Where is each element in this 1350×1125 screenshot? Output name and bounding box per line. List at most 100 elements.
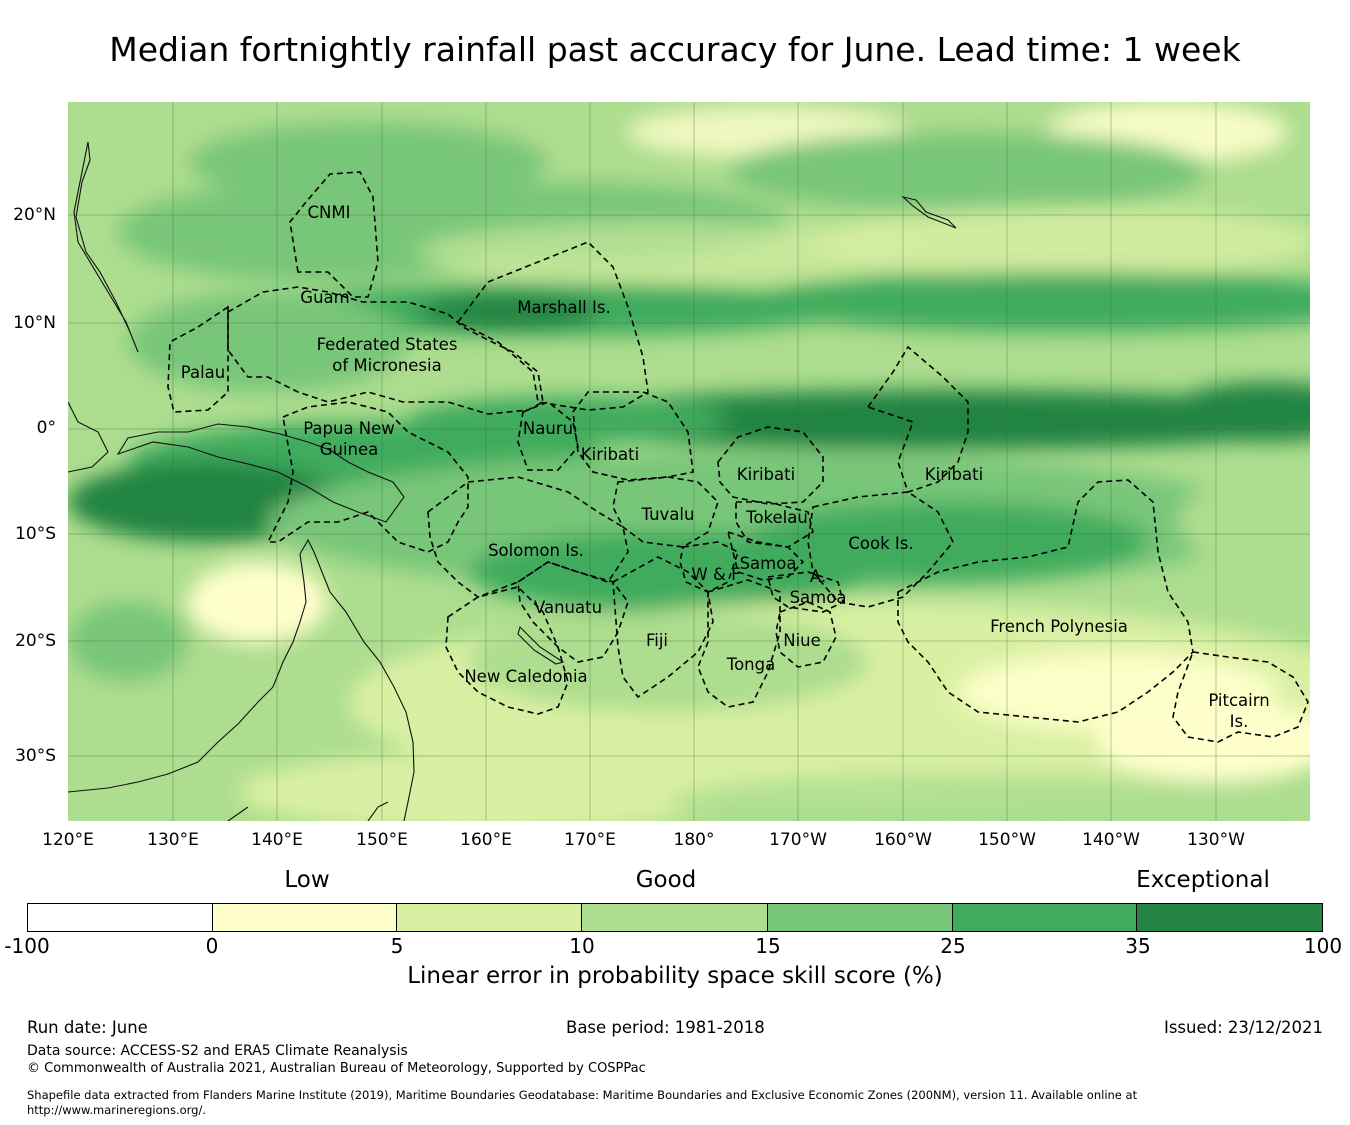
colorbar-tick: 35 — [1125, 934, 1151, 958]
region-label-fiji: Fiji — [645, 631, 669, 650]
field-patch — [188, 562, 328, 642]
colorbar-tick: 10 — [569, 934, 595, 958]
base-period: Base period: 1981-2018 — [566, 1018, 765, 1037]
lon-label: 170°E — [564, 830, 616, 850]
data-source: Data source: ACCESS-S2 and ERA5 Climate … — [27, 1043, 408, 1059]
tuvalu-eez — [612, 476, 719, 548]
field-patch — [1098, 702, 1310, 782]
chart-title: Median fortnightly rainfall past accurac… — [109, 30, 1241, 69]
issued-date: Issued: 23/12/2021 — [1163, 1018, 1323, 1037]
shapefile-credit: Shapefile data extracted from Flanders M… — [27, 1088, 1138, 1102]
colorbar-label: Linear error in probability space skill … — [407, 963, 943, 989]
region-label-kiribati-gilbert: Kiribati — [580, 445, 640, 464]
region-label-guam: Guam — [300, 288, 350, 307]
colorbar-tick: 25 — [940, 934, 966, 958]
colorbar-tick: -100 — [4, 934, 50, 958]
new-guinea-coast — [116, 423, 405, 523]
region-label-niue: Niue — [783, 631, 821, 650]
fiji-eez — [612, 556, 714, 699]
legend-category-low: Low — [284, 867, 330, 893]
lon-label: 140°W — [1082, 830, 1140, 850]
lon-label: 130°E — [147, 830, 199, 850]
nauru-eez — [517, 401, 579, 471]
colorbar-tick: 0 — [205, 934, 219, 958]
colorbar-tick: 100 — [1303, 934, 1343, 958]
colorbar-tick: 5 — [390, 934, 404, 958]
colorbar-segment — [397, 904, 583, 931]
fsm-eez — [227, 286, 544, 415]
field-patch — [818, 207, 1310, 277]
colorbar-segment — [28, 904, 213, 931]
region-label-cnmi: CNMI — [307, 203, 351, 222]
field-patch — [418, 222, 918, 282]
lon-label: 160°E — [460, 830, 512, 850]
field-patch — [668, 772, 1268, 821]
asamoa-eez — [767, 571, 844, 613]
legend-category-exceptional: Exceptional — [1136, 867, 1270, 893]
eez-boundaries — [167, 171, 1309, 743]
tokelau-eez — [735, 501, 814, 548]
shapefile-url: http://www.marineregions.org/. — [27, 1103, 206, 1117]
field-patch — [468, 612, 868, 712]
field-patch — [518, 390, 1310, 450]
lon-label: 150°W — [978, 830, 1036, 850]
region-label-kiribati-phoenix: Kiribati — [736, 465, 796, 484]
cnmi-eez — [289, 171, 379, 298]
skill-field — [68, 102, 1310, 821]
colorbar-segment — [767, 904, 953, 931]
lon-label: 120°E — [42, 830, 94, 850]
field-patch — [468, 532, 868, 612]
field-patch — [128, 292, 408, 392]
region-label-french-polynesia: French Polynesia — [990, 617, 1128, 636]
lon-label: 170°W — [769, 830, 827, 850]
colorbar-segment — [1137, 904, 1323, 931]
colorbar-segment — [582, 904, 768, 931]
field-patch — [418, 294, 598, 330]
region-label-pitcairn: Pitcairn Is. — [1208, 691, 1270, 731]
lat-label: 10°S — [15, 524, 56, 544]
run-date: Run date: June — [27, 1018, 148, 1037]
new-caledonia-coast — [517, 625, 565, 665]
field-patch — [1178, 482, 1310, 562]
colorbar-tick: 15 — [755, 934, 781, 958]
palau-eez — [167, 305, 229, 413]
region-label-fsm: Federated States of Micronesia — [316, 335, 458, 375]
field-patch — [188, 122, 548, 202]
region-label-kiribati-line: Kiribati — [924, 465, 984, 484]
region-label-samoa: Samoa — [739, 554, 797, 573]
lat-label: 20°N — [13, 205, 56, 225]
region-label-nauru: Nauru — [522, 419, 574, 438]
lon-label: 140°E — [251, 830, 303, 850]
french-polynesia-eez — [897, 479, 1194, 723]
png-eez — [266, 401, 469, 553]
region-label-cook: Cook Is. — [848, 534, 914, 553]
map-canvas — [68, 102, 1310, 821]
field-patch — [118, 182, 518, 282]
lat-label: 30°S — [15, 746, 56, 766]
region-label-palau: Palau — [180, 363, 226, 382]
region-label-asamoa: A. Samoa — [789, 567, 847, 607]
region-label-png: Papua New Guinea — [303, 419, 395, 459]
kiribati-line-eez — [866, 345, 969, 494]
colorbar — [27, 903, 1323, 932]
colorbar-segment — [212, 904, 398, 931]
marshall-eez — [456, 241, 649, 411]
lon-label: 130°W — [1187, 830, 1245, 850]
field-patch — [748, 272, 1310, 332]
philippines-coast — [73, 141, 139, 353]
wf-eez — [679, 541, 739, 593]
hawaii-coast — [901, 195, 957, 229]
kiribati-phoenix-eez — [717, 426, 824, 505]
region-label-wf: W & F — [691, 565, 741, 584]
cook-eez — [807, 491, 954, 608]
samoa-eez — [726, 530, 805, 581]
borneo-coast — [68, 401, 109, 473]
lon-label: 150°E — [356, 830, 408, 850]
new-caledonia-eez — [445, 586, 569, 715]
legend-category-good: Good — [635, 867, 697, 893]
region-label-tuvalu: Tuvalu — [641, 505, 695, 524]
lat-label: 10°N — [13, 313, 56, 333]
region-label-tokelau: Tokelau — [746, 508, 808, 527]
region-label-solomon: Solomon Is. — [488, 541, 584, 560]
field-patch — [68, 602, 188, 682]
